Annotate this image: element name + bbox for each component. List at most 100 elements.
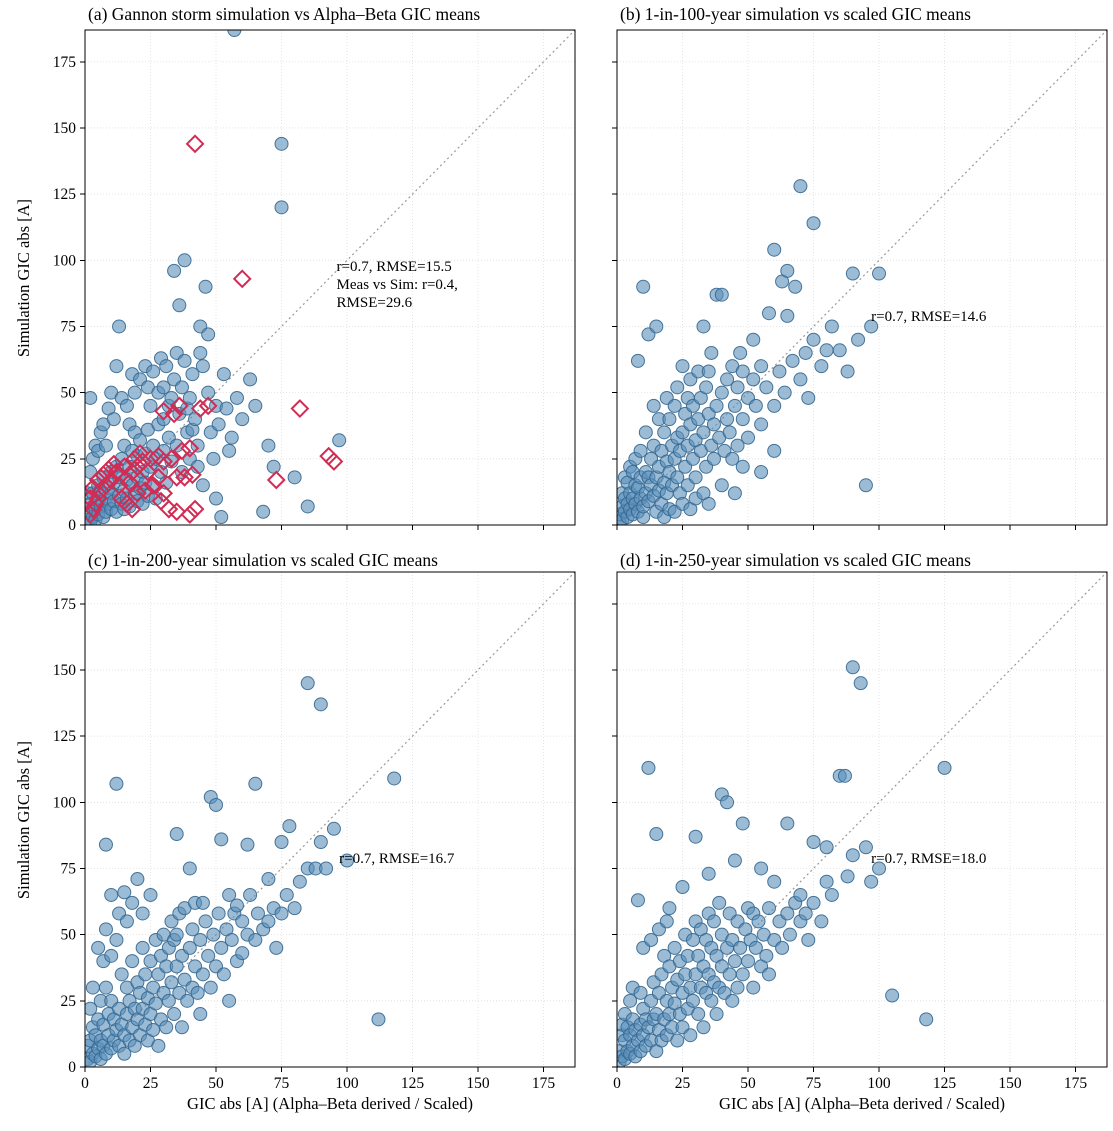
scatter-point-circle bbox=[138, 967, 153, 982]
scatter-point-diamond bbox=[324, 452, 344, 471]
scatter-point-diamond bbox=[88, 470, 108, 490]
scatter-point-circle bbox=[759, 380, 774, 395]
panel-d-title: (d) 1-in-250-year simulation vs scaled G… bbox=[620, 550, 971, 570]
y-tick-label: 100 bbox=[53, 794, 77, 811]
scatter-point-circle bbox=[216, 967, 231, 982]
scatter-point-circle bbox=[691, 1007, 706, 1022]
scatter-point-circle bbox=[229, 898, 244, 913]
scatter-point-circle bbox=[767, 874, 782, 889]
scatter-point-circle bbox=[167, 263, 182, 278]
panel-c-chart: 0 25 50 75 100 125 150 175 0 25 50 75 100 125 150 175 r=… bbox=[53, 571, 576, 1092]
y-tick-label: 125 bbox=[53, 728, 77, 745]
scatter-point-circle bbox=[371, 1012, 386, 1027]
scatter-point-circle bbox=[701, 364, 716, 379]
scatter-point-circle bbox=[222, 993, 237, 1008]
scatter-point-circle bbox=[313, 697, 328, 712]
scatter-point-circle bbox=[662, 901, 677, 916]
scatter-point-circle bbox=[219, 401, 234, 416]
scatter-point-circle bbox=[746, 332, 761, 347]
scatter-point-circle bbox=[706, 914, 721, 929]
scatter-point-circle bbox=[195, 478, 210, 493]
scatter-point-circle bbox=[851, 332, 866, 347]
plot-frame bbox=[84, 29, 576, 526]
scatter-point-circle bbox=[224, 430, 239, 445]
scatter-point-circle bbox=[785, 353, 800, 368]
scatter-point-circle bbox=[696, 425, 711, 440]
scatter-point-diamond bbox=[190, 399, 210, 418]
panel-a-chart: 0 25 50 75 100 125 150 175 r=0.7, RMSE=15.5 Meas … bbox=[53, 29, 576, 534]
scatter-point-circle bbox=[209, 797, 224, 812]
scatter-point-circle bbox=[706, 451, 721, 466]
scatter-point-circle bbox=[112, 319, 127, 334]
x-tick-label: 25 bbox=[675, 1075, 691, 1092]
scatter-point-diamond bbox=[141, 449, 160, 469]
scatter-point-circle bbox=[104, 887, 119, 902]
scatter-point-circle bbox=[798, 345, 813, 360]
scatter-point-circle bbox=[727, 853, 742, 868]
scatter-point-circle bbox=[274, 136, 289, 151]
scatter-point-circle bbox=[819, 840, 834, 855]
scatter-point-circle bbox=[701, 496, 716, 511]
scatter-point-circle bbox=[675, 880, 690, 894]
scatter-point-circle bbox=[211, 417, 226, 432]
scatter-point-circle bbox=[185, 922, 200, 937]
scatter-point-circle bbox=[801, 932, 816, 947]
scatter-point-circle bbox=[746, 980, 761, 995]
scatter-point-circle bbox=[117, 885, 132, 900]
scatter-point-diamond bbox=[122, 499, 142, 519]
scatter-point-circle bbox=[683, 1028, 698, 1043]
scatter-point-circle bbox=[733, 940, 748, 955]
scatter-point-circle bbox=[119, 398, 134, 413]
scatter-point-circle bbox=[780, 816, 795, 831]
scatter-point-circle bbox=[125, 895, 140, 910]
y-tick-label: 175 bbox=[53, 54, 77, 71]
scatter-point-circle bbox=[248, 932, 263, 947]
scatter-point-diamond bbox=[122, 462, 142, 482]
scatter-point-circle bbox=[198, 914, 213, 929]
scatter-point-circle bbox=[793, 372, 808, 387]
panel-d-chart: 0 25 50 75 100 125 150 175 r=0.7, RMSE=18.0 bbox=[612, 571, 1108, 1092]
scatter-point-circle bbox=[109, 776, 124, 791]
scatter-point-circle bbox=[98, 980, 113, 995]
scatter-point-diamond bbox=[127, 457, 147, 477]
plot-frame bbox=[84, 571, 576, 1068]
scatter-point-circle bbox=[858, 478, 873, 493]
scatter-point-circle bbox=[326, 821, 341, 836]
x-tick-label: 100 bbox=[867, 1075, 891, 1092]
scatter-point-circle bbox=[85, 980, 100, 995]
scatter-point-circle bbox=[845, 660, 860, 675]
x-tick-label: 0 bbox=[613, 1075, 621, 1092]
scatter-point-circle bbox=[735, 364, 750, 379]
scatter-point-circle bbox=[287, 470, 302, 485]
scatter-point-circle bbox=[630, 353, 645, 368]
scatter-point-diamond bbox=[159, 499, 179, 519]
scatter-point-circle bbox=[313, 835, 328, 849]
scatter-point-circle bbox=[91, 940, 106, 955]
x-tick-label: 125 bbox=[933, 1075, 957, 1092]
x-tick-label: 50 bbox=[208, 1075, 224, 1092]
scatter-point-circle bbox=[190, 438, 205, 453]
scatter-layer bbox=[85, 676, 402, 1067]
scatter-point-circle bbox=[180, 993, 195, 1008]
scatter-point-circle bbox=[193, 932, 208, 947]
scatter-point-circle bbox=[735, 816, 750, 831]
y-tick-label: 100 bbox=[53, 252, 77, 269]
scatter-point-circle bbox=[688, 470, 703, 485]
scatter-point-circle bbox=[274, 200, 289, 215]
scatter-point-circle bbox=[282, 819, 297, 834]
scatter-point-circle bbox=[667, 940, 682, 955]
scatter-point-circle bbox=[633, 985, 648, 1000]
y-tick-label: 50 bbox=[61, 927, 77, 944]
scatter-point-circle bbox=[98, 438, 113, 453]
scatter-point-circle bbox=[840, 364, 855, 379]
scatter-point-circle bbox=[182, 861, 197, 876]
scatter-point-circle bbox=[788, 279, 803, 294]
scatter-point-circle bbox=[206, 927, 221, 942]
scatter-point-diamond bbox=[169, 396, 189, 416]
scatter-point-circle bbox=[266, 459, 281, 474]
scatter-point-circle bbox=[269, 940, 284, 955]
scatter-point-circle bbox=[780, 906, 795, 921]
x-tick-label: 150 bbox=[998, 1075, 1022, 1092]
scatter-point-circle bbox=[135, 940, 150, 955]
